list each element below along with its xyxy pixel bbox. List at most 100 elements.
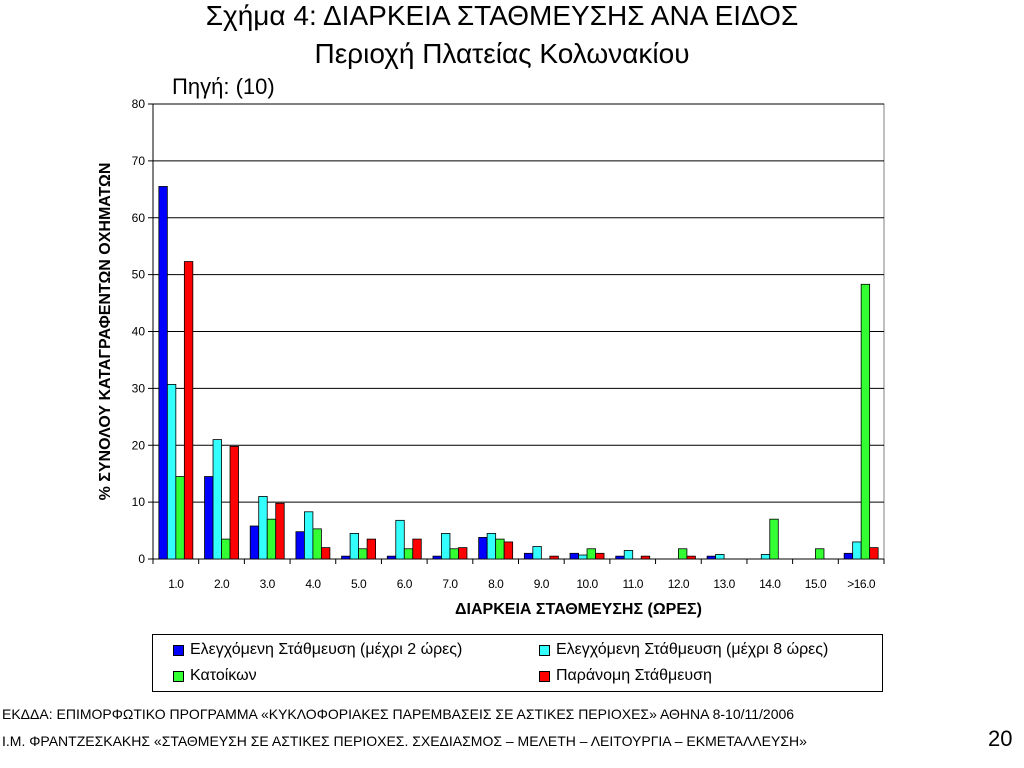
bar bbox=[449, 548, 459, 560]
bar bbox=[869, 547, 879, 560]
bar bbox=[432, 555, 442, 560]
bar bbox=[678, 548, 688, 560]
bar bbox=[204, 476, 214, 560]
bar bbox=[386, 555, 397, 560]
bar bbox=[166, 383, 177, 560]
bar bbox=[760, 554, 771, 560]
y-tick-label: 60 bbox=[132, 211, 146, 225]
bar bbox=[221, 538, 231, 560]
x-tick-label: 9.0 bbox=[534, 577, 550, 591]
bar bbox=[615, 555, 625, 560]
bar bbox=[266, 518, 277, 560]
bar bbox=[532, 546, 542, 560]
bar bbox=[640, 555, 651, 560]
bar bbox=[769, 518, 779, 560]
bar bbox=[312, 528, 322, 560]
x-tick-label: 8.0 bbox=[488, 577, 504, 591]
bar bbox=[478, 536, 488, 560]
bar bbox=[403, 548, 414, 560]
bar bbox=[578, 554, 588, 560]
y-tick-label: 80 bbox=[132, 97, 146, 111]
bar bbox=[341, 555, 351, 560]
bar bbox=[212, 439, 222, 560]
bar bbox=[258, 496, 268, 560]
y-tick-label: 30 bbox=[132, 381, 146, 395]
bar bbox=[686, 555, 696, 560]
x-tick-label: 1.0 bbox=[168, 577, 184, 591]
chart-source: Πηγή: (10) bbox=[172, 74, 275, 99]
chart-subtitle: Περιοχή Πλατείας Κολωνακίου bbox=[314, 38, 690, 69]
x-tick-label: 14.0 bbox=[759, 577, 781, 591]
x-tick-label: 2.0 bbox=[214, 577, 230, 591]
legend-swatch-icon bbox=[539, 670, 550, 682]
bar bbox=[815, 548, 825, 560]
bar bbox=[458, 547, 468, 560]
bar bbox=[366, 538, 376, 560]
y-tick-label: 20 bbox=[132, 438, 146, 452]
x-tick-label: 10.0 bbox=[576, 577, 598, 591]
bar bbox=[321, 547, 331, 560]
x-axis-label: ΔΙΑΡΚΕΙΑ ΣΤΑΘΜΕΥΣΗΣ (ΩΡΕΣ) bbox=[455, 601, 702, 618]
chart-legend: Ελεγχόμενη Στάθμευση (μέχρι 2 ώρες) Ελεγ… bbox=[152, 634, 883, 692]
bar bbox=[229, 445, 239, 560]
legend-label: Κατοίκων bbox=[190, 667, 257, 684]
legend-item: Παράνομη Στάθμευση bbox=[539, 667, 712, 685]
x-tick-label: 15.0 bbox=[805, 577, 827, 591]
bar bbox=[441, 533, 451, 560]
bar bbox=[175, 476, 185, 560]
bar bbox=[852, 541, 862, 560]
page-number: 20 bbox=[988, 726, 1013, 751]
legend-item: Ελεγχόμενη Στάθμευση (μέχρι 2 ώρες) bbox=[173, 641, 462, 659]
y-tick-label: 50 bbox=[132, 268, 146, 282]
x-tick-label: 3.0 bbox=[260, 577, 276, 591]
bar bbox=[304, 511, 314, 560]
bar bbox=[275, 502, 285, 560]
chart-title: Σχήμα 4: ΔΙΑΡΚΕΙΑ ΣΤΑΘΜΕΥΣΗΣ ΑΝΑ ΕΙΔΟΣ bbox=[205, 0, 799, 31]
x-tick-label: 11.0 bbox=[622, 577, 643, 591]
x-tick-label: >16.0 bbox=[847, 577, 876, 591]
x-tick-label: 6.0 bbox=[397, 577, 413, 591]
bar bbox=[595, 552, 605, 560]
bar bbox=[503, 541, 514, 560]
legend-swatch-icon bbox=[173, 644, 184, 656]
bar-chart: 0 10 20 30 40 50 60 70 80 1.0 2.0 3.0 4.0 5.0 6.0 7.0 8.… bbox=[97, 97, 885, 618]
bar bbox=[623, 550, 634, 560]
bar bbox=[349, 533, 359, 560]
bar bbox=[706, 555, 716, 560]
legend-item: Ελεγχόμενη Στάθμευση (μέχρι 8 ώρες) bbox=[539, 641, 828, 659]
bar bbox=[843, 552, 854, 560]
legend-swatch-icon bbox=[539, 644, 550, 656]
x-tick-label: 4.0 bbox=[305, 577, 321, 591]
x-tick-label: 5.0 bbox=[351, 577, 367, 591]
legend-label: Ελεγχόμενη Στάθμευση (μέχρι 2 ώρες) bbox=[190, 641, 463, 658]
legend-label: Ελεγχόμενη Στάθμευση (μέχρι 8 ώρες) bbox=[556, 641, 829, 658]
bar bbox=[412, 538, 422, 560]
bar bbox=[549, 555, 559, 560]
legend-swatch-icon bbox=[173, 670, 184, 682]
bar bbox=[183, 261, 194, 560]
y-tick-label: 10 bbox=[132, 495, 146, 509]
x-tick-label: 12.0 bbox=[668, 577, 690, 591]
bar bbox=[358, 548, 368, 560]
y-axis-label: % ΣΥΝΟΛΟΥ ΚΑΤΑΓΡΑΦΕΝΤΩΝ ΟΧΗΜΑΤΩΝ bbox=[97, 163, 114, 501]
bar bbox=[395, 519, 405, 560]
footer-line-2: Ι.Μ. ΦΡΑΝΤΖΕΣΚΑΚΗΣ «ΣΤΑΘΜΕΥΣΗ ΣΕ ΑΣΤΙΚΕΣ… bbox=[2, 733, 807, 749]
bar bbox=[586, 548, 596, 560]
bar bbox=[715, 554, 725, 560]
footer-line-1: ΕΚΔΔΑ: ΕΠΙΜΟΡΦΩΤΙΚΟ ΠΡΟΓΡΑΜΜΑ «ΚΥΚΛΟΦΟΡΙ… bbox=[2, 706, 795, 722]
bar bbox=[486, 533, 497, 560]
x-tick-label: 7.0 bbox=[442, 577, 458, 591]
bar bbox=[158, 186, 168, 560]
legend-item: Κατοίκων bbox=[173, 667, 257, 685]
y-tick-label: 0 bbox=[138, 552, 145, 566]
y-tick-label: 70 bbox=[132, 154, 146, 168]
bar bbox=[295, 531, 305, 560]
y-tick-label: 40 bbox=[132, 325, 146, 339]
bar bbox=[569, 552, 579, 560]
legend-label: Παράνομη Στάθμευση bbox=[556, 667, 712, 684]
x-tick-label: 13.0 bbox=[713, 577, 735, 591]
bar bbox=[249, 525, 260, 560]
bar bbox=[523, 552, 534, 560]
bar bbox=[860, 283, 871, 560]
bar bbox=[495, 538, 505, 560]
